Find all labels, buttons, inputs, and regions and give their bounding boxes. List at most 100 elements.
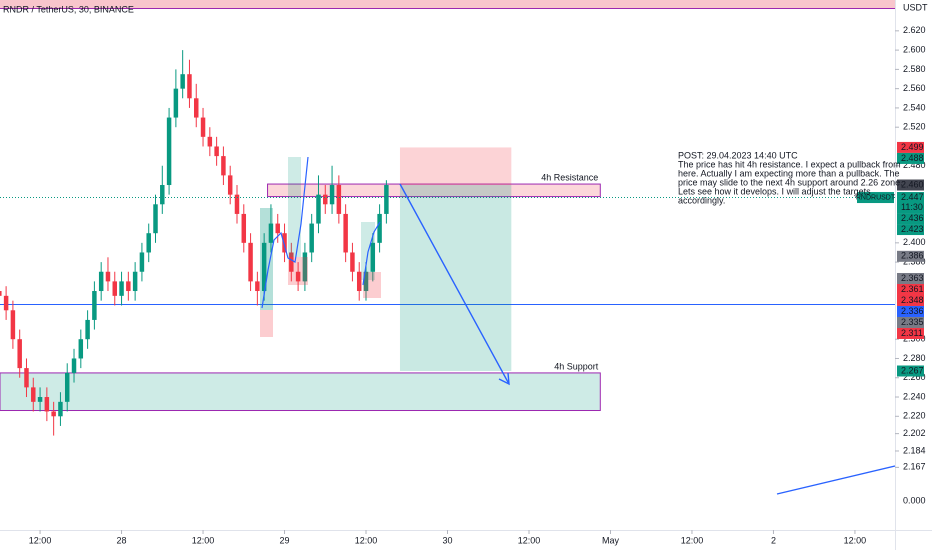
candle-body (153, 204, 158, 234)
x-tick-label: 12:00 (355, 535, 378, 545)
note-line: Lets see how it develops. I will adjust … (678, 186, 871, 196)
badge-label: 2.361 (901, 284, 924, 294)
candle-body (214, 146, 219, 157)
candle-body (64, 372, 70, 402)
x-tick-label: 12:00 (681, 535, 704, 545)
candle-body (58, 401, 63, 417)
badge-countdown: 11:30 (901, 202, 923, 212)
y-tick-label: 2.220 (903, 411, 926, 421)
candle-body (302, 252, 308, 282)
candle-body (363, 271, 369, 292)
support-label: 4h Support (554, 361, 599, 371)
candle-body (3, 295, 9, 311)
candle-body (119, 281, 124, 296)
x-tick-label: 12:00 (29, 535, 52, 545)
candle-body (289, 252, 294, 272)
candle-body (173, 88, 179, 118)
badge-label: 2.423 (901, 224, 924, 234)
candle-body (37, 397, 43, 402)
candle-body (166, 117, 172, 186)
badge (897, 224, 924, 236)
candle-body (31, 387, 36, 402)
position-target (399, 185, 512, 371)
candle-body (160, 185, 165, 205)
candle-body (24, 368, 29, 388)
x-tick-label: 28 (117, 535, 127, 545)
badge (897, 365, 924, 377)
badge (897, 141, 924, 153)
candle-body (0, 291, 2, 296)
badge (897, 192, 924, 214)
badge (897, 327, 924, 339)
candles (0, 50, 389, 436)
candle-body (377, 213, 382, 243)
x-tick-label: May (602, 535, 620, 545)
candle-body (126, 281, 131, 292)
candle-body (282, 233, 287, 253)
badge (897, 283, 924, 295)
badge-label: 2.386 (901, 251, 924, 261)
overlay (260, 156, 896, 495)
y-tick-label: 2.480 (903, 160, 926, 170)
candle-body (92, 291, 97, 320)
candle-body (268, 223, 274, 243)
candle-body (17, 339, 22, 369)
resistance-zone (267, 183, 601, 198)
y-tick-label: 2.167 (903, 462, 926, 472)
bottom-scale-label: 0.000 (903, 495, 926, 505)
arrow-head (498, 372, 510, 386)
candle-body (105, 271, 111, 282)
candle-body (71, 358, 77, 373)
y-tick-label: 2.202 (903, 428, 926, 438)
candle-body (234, 194, 240, 214)
badge-label: 2.460 (901, 179, 924, 189)
currency-label: USDT (903, 2, 928, 12)
top-band (0, 0, 895, 8)
projection-path (362, 221, 381, 286)
candle-body (78, 339, 84, 359)
y-tick-label: 2.540 (903, 102, 926, 112)
position-stop (399, 147, 512, 186)
badge-label: 2.335 (901, 317, 924, 327)
y-tick-label: 2.184 (903, 445, 926, 455)
note-line: price may slide to the next 4h support a… (678, 177, 903, 187)
badge-label: 2.267 (901, 365, 924, 375)
y-tick-label: 2.400 (903, 237, 926, 247)
badge (897, 305, 924, 317)
candle-body (241, 213, 247, 243)
candle-body (336, 185, 342, 214)
support-zone (0, 372, 601, 412)
x-tick-label: 12:00 (192, 535, 215, 545)
candle-body (132, 271, 138, 292)
x-tick-label: 12:00 (518, 535, 541, 545)
highlight-box (363, 272, 381, 298)
badge (897, 316, 924, 328)
candle-body (207, 136, 213, 147)
candle-body (187, 74, 192, 99)
candle-body (370, 242, 376, 272)
y-tick-label: 2.280 (903, 353, 926, 363)
badge-label: 2.363 (901, 273, 924, 283)
candle-body (10, 310, 16, 340)
candle-body (316, 194, 321, 224)
badge-label: 2.488 (901, 153, 924, 163)
highlight-box (260, 208, 273, 310)
candle-body (323, 194, 328, 205)
candle-body (261, 242, 267, 292)
badge (897, 179, 924, 191)
projection-path (261, 156, 309, 309)
resistance-label: 4h Resistance (541, 172, 598, 182)
y-tick-label: 2.580 (903, 64, 926, 74)
x-tick-label: 29 (280, 535, 290, 545)
candle-body (227, 175, 233, 195)
note-line: The price has hit 4h resistance. I expec… (678, 159, 901, 169)
badge-label: 2.311 (901, 328, 923, 338)
badge (897, 152, 924, 164)
candle-body (146, 233, 151, 253)
note-line: accordingly. (678, 195, 725, 205)
y-tick-label: 2.600 (903, 44, 926, 54)
symbol-tag-label: RNDRUSDT (856, 194, 896, 201)
highlight-box (288, 157, 301, 257)
candle-body (329, 185, 335, 205)
